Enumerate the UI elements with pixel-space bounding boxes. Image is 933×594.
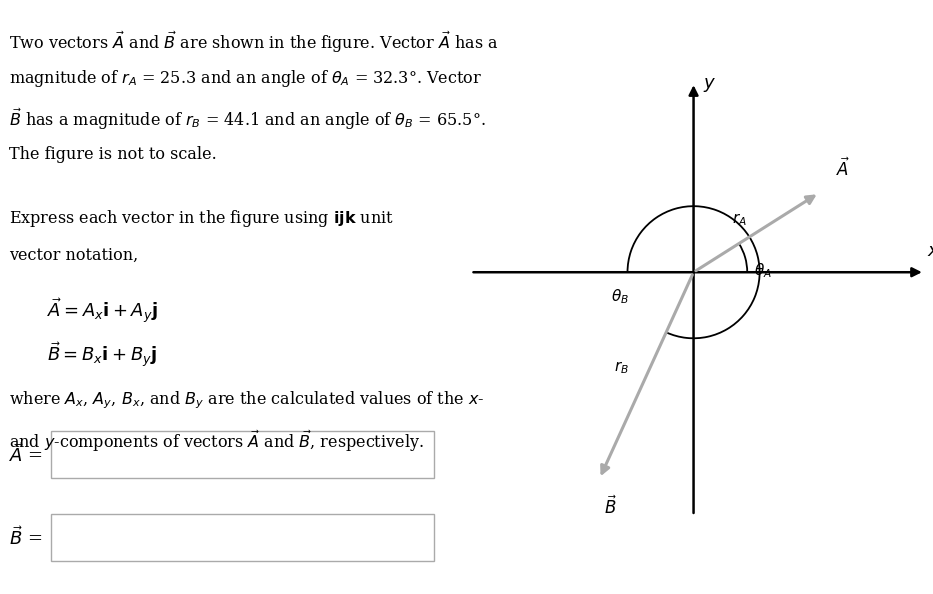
Text: $\theta_A$: $\theta_A$: [754, 261, 772, 280]
Text: x: x: [927, 242, 933, 260]
Bar: [51, 431, 434, 478]
Text: Two vectors $\vec{A}$ and $\vec{B}$ are shown in the figure. Vector $\vec{A}$ ha: Two vectors $\vec{A}$ and $\vec{B}$ are …: [9, 30, 499, 55]
Text: The figure is not to scale.: The figure is not to scale.: [9, 146, 217, 163]
Text: where $A_x$, $A_y$, $B_x$, and $B_y$ are the calculated values of the $x$-: where $A_x$, $A_y$, $B_x$, and $B_y$ are…: [9, 390, 484, 411]
Text: vector notation,: vector notation,: [9, 247, 139, 264]
Text: magnitude of $r_A$ = 25.3 and an angle of $\theta_A$ = 32.3°. Vector: magnitude of $r_A$ = 25.3 and an angle o…: [9, 68, 482, 89]
Text: y: y: [703, 74, 715, 92]
Text: $\theta_B$: $\theta_B$: [611, 287, 629, 305]
Text: and $y$-components of vectors $\vec{A}$ and $\vec{B}$, respectively.: and $y$-components of vectors $\vec{A}$ …: [9, 428, 425, 453]
Text: $\vec{B} = B_x\mathbf{i} + B_y\mathbf{j}$: $\vec{B} = B_x\mathbf{i} + B_y\mathbf{j}…: [47, 342, 157, 371]
Text: Express each vector in the figure using $\mathbf{ijk}$ unit: Express each vector in the figure using …: [9, 208, 394, 229]
Text: $\vec{B}$ has a magnitude of $r_B$ = 44.1 and an angle of $\theta_B$ = 65.5°.: $\vec{B}$ has a magnitude of $r_B$ = 44.…: [9, 107, 486, 132]
Bar: [51, 514, 434, 561]
Text: $\vec{A} = A_x\mathbf{i} + A_y\mathbf{j}$: $\vec{A} = A_x\mathbf{i} + A_y\mathbf{j}…: [47, 297, 158, 326]
Text: $\vec{B}$: $\vec{B}$: [604, 495, 617, 518]
Text: $\vec{A}$ =: $\vec{A}$ =: [9, 443, 44, 466]
Text: $\vec{A}$: $\vec{A}$: [836, 158, 850, 181]
Text: $\vec{B}$ =: $\vec{B}$ =: [9, 526, 43, 549]
Text: $r_A$: $r_A$: [732, 212, 747, 229]
Text: $r_B$: $r_B$: [614, 359, 629, 375]
